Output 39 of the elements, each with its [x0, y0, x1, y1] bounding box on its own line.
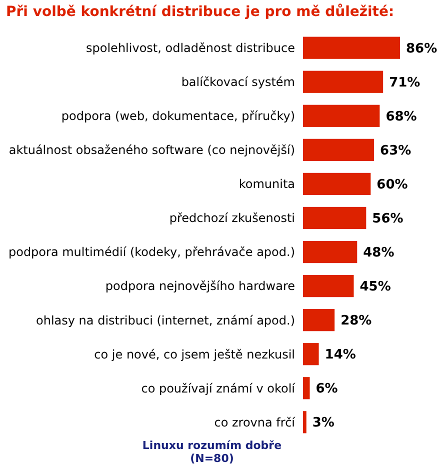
- data-label: 28%: [340, 314, 372, 329]
- text: Linuxu rozumím dobře: [142, 439, 282, 452]
- y-tick-label: komunita: [238, 177, 295, 192]
- y-tick-label: co zrovna frčí: [214, 415, 296, 430]
- bar: [303, 172, 371, 196]
- bar: [303, 206, 366, 230]
- data-label: 68%: [386, 109, 417, 124]
- bar: [303, 104, 380, 127]
- y-tick-label: podpora multimédií (kodeky, přehrávače apod.): [8, 245, 295, 260]
- data-label: 6%: [316, 382, 338, 397]
- y-tick-label: předchozí zkušenosti: [169, 211, 295, 226]
- y-tick-label: aktuálnost obsaženého software (co nejnovější): [8, 143, 295, 158]
- data-label: 56%: [372, 212, 404, 227]
- data-label: 71%: [389, 75, 420, 90]
- bar: [303, 70, 384, 93]
- bar: [303, 138, 374, 161]
- bar: [303, 36, 400, 59]
- y-tick-label: spolehlivost, odladěnost distribuce: [86, 41, 295, 56]
- bar: [303, 274, 354, 298]
- y-tick-label: podpora nejnovějšího hardware: [105, 279, 295, 294]
- data-label: 60%: [376, 178, 408, 193]
- data-label: 63%: [380, 143, 412, 158]
- data-label: 3%: [312, 416, 334, 431]
- bar: [303, 240, 358, 264]
- bar: [303, 343, 319, 366]
- bar: [303, 377, 310, 400]
- y-tick-label: co je nové, co jsem ještě nezkusil: [94, 347, 295, 362]
- data-label: 14%: [324, 348, 356, 363]
- text: (N=80): [190, 452, 234, 465]
- data-label: 45%: [360, 280, 391, 295]
- chart-title: Při volbě konkrétní distribuce je pro mě důležité:: [6, 3, 394, 20]
- bar: [303, 309, 335, 332]
- bar: [303, 411, 306, 434]
- y-tick-label: podpora (web, dokumentace, příručky): [61, 109, 295, 124]
- y-tick-label: co používají známí v okolí: [141, 381, 296, 396]
- y-tick-label: ohlasy na distribuci (internet, známí apod.): [36, 313, 295, 328]
- data-label: 48%: [363, 246, 394, 261]
- y-tick-label: balíčkovací systém: [181, 75, 295, 90]
- data-label: 86%: [406, 41, 438, 56]
